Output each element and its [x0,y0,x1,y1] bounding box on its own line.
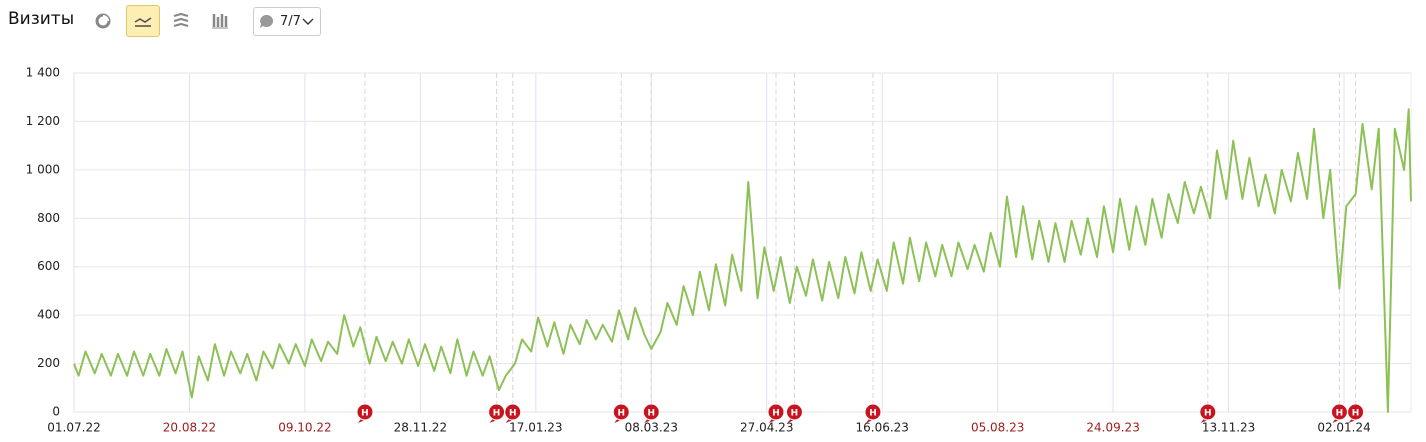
annotation-marker[interactable]: Н [488,403,506,423]
annotation-dot [785,403,803,421]
annotation-bubble [357,419,365,423]
bar-icon [212,14,228,29]
annotation-marker[interactable]: Н [785,403,803,423]
pie-icon [95,13,111,29]
annotation-dot [612,403,630,421]
annotation-dot [642,403,660,421]
annotation-label: Н [509,409,517,419]
annotation-label: Н [617,409,625,419]
annotation-label: Н [772,409,780,419]
annotation-bubble [787,419,795,423]
annotation-label: Н [869,409,877,419]
annotation-marker[interactable]: Н [356,403,374,423]
x-tick-label: 17.01.23 [509,421,562,435]
area-icon [173,12,189,28]
annotation-dot [1347,403,1365,421]
annotation-bubble [489,419,497,423]
x-tick-label: 20.08.22 [163,421,216,435]
annotation-label: Н [493,409,501,419]
annotation-marker[interactable]: Н [612,403,630,423]
annotation-dot [767,403,785,421]
annotation-bubble [865,419,873,423]
annotation-label: Н [361,409,369,419]
x-tick-label: 09.10.22 [278,421,331,435]
annotation-dot [356,403,374,421]
x-tick-label: 01.07.22 [47,421,100,435]
x-tick-label: 27.04.23 [740,421,793,435]
annotation-bubble [768,419,776,423]
annotation-marker[interactable]: Н [864,403,882,423]
x-tick-label: 13.11.23 [1202,421,1255,435]
annotation-marker[interactable]: Н [1330,403,1348,423]
annotation-dot [1330,403,1348,421]
annotation-marker[interactable]: Н [642,403,660,423]
annotation-bubble [614,419,622,423]
x-tick-label: 28.11.22 [394,421,447,435]
annotation-dot [864,403,882,421]
y-tick-label: 1 400 [26,66,60,80]
bar-chart-button[interactable] [204,5,238,37]
y-tick-label: 0 [52,405,60,419]
x-tick-label: 08.03.23 [625,421,678,435]
annotation-label: Н [1204,409,1212,419]
annotation-marker[interactable]: Н [767,403,785,423]
pie-chart-button[interactable] [87,5,121,37]
plot-frame [73,72,1412,413]
comments-count: 7/7 [280,14,301,29]
y-tick-label: 200 [37,356,60,370]
metric-title: Визиты [8,9,75,29]
annotation-label: Н [648,409,656,419]
y-tick-label: 400 [37,308,60,322]
y-tick-label: 1 000 [26,162,60,176]
annotation-marker[interactable]: Н [1199,403,1217,423]
annotation-label: Н [791,409,799,419]
y-tick-label: 1 200 [26,114,60,128]
x-tick-label: 05.08.23 [971,421,1024,435]
annotation-label: Н [1352,409,1360,419]
annotation-bubble [644,419,652,423]
line-icon [134,17,152,27]
chevron-icon [302,18,314,25]
annotation-marker[interactable]: Н [504,403,522,423]
line-chart-button[interactable] [126,5,160,37]
area-chart-button[interactable] [165,5,199,37]
comment-icon [260,14,274,28]
annotation-dot [488,403,506,421]
x-tick-label: 02.01.24 [1317,421,1370,435]
data-line [73,108,1412,413]
annotation-marker[interactable]: Н [1347,403,1365,423]
annotation-label: Н [1336,409,1344,419]
annotation-bubble [1332,419,1340,423]
y-tick-label: 800 [37,211,60,225]
annotation-bubble [505,419,513,423]
annotation-bubble [1200,419,1208,423]
x-tick-label: 24.09.23 [1086,421,1139,435]
y-tick-label: 600 [37,259,60,273]
annotation-dot [1199,403,1217,421]
annotation-dot [504,403,522,421]
annotation-bubble [1348,419,1356,423]
comments-dropdown[interactable]: 7/7 [253,7,321,36]
x-tick-label: 16.06.23 [855,421,908,435]
